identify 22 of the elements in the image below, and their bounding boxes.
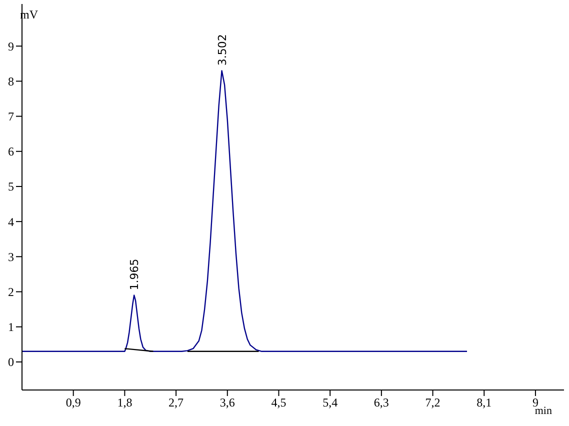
annotation: 1.965 [128,258,142,290]
annotation: 3.502 [216,34,229,66]
x-tick-label: 7,2 [425,396,440,410]
x-tick-label: 3,6 [220,396,235,410]
x-tick-label: 2,7 [168,396,184,410]
y-tick-label: 9 [8,39,14,54]
y-tick-label: 4 [8,214,14,229]
y-tick-label: 0 [8,355,14,370]
x-tick-label: 5,4 [322,396,338,410]
x-tick-label: 8,1 [476,396,492,410]
y-tick-label: 1 [8,320,14,334]
line-series [22,70,468,352]
y-tick-label: 5 [8,180,14,194]
y-tick-label: 7 [8,110,14,124]
y-tick-label: 3 [8,250,14,264]
y-tick-label: 6 [8,144,14,159]
x-tick-label: 0,9 [66,396,81,410]
x-tick-label: 1,8 [117,396,132,410]
x-tick-label: 6,3 [374,396,389,410]
x-tick-label: 4,5 [271,396,286,410]
y-tick-label: 2 [8,285,14,300]
y-tick-label: 8 [8,74,14,88]
